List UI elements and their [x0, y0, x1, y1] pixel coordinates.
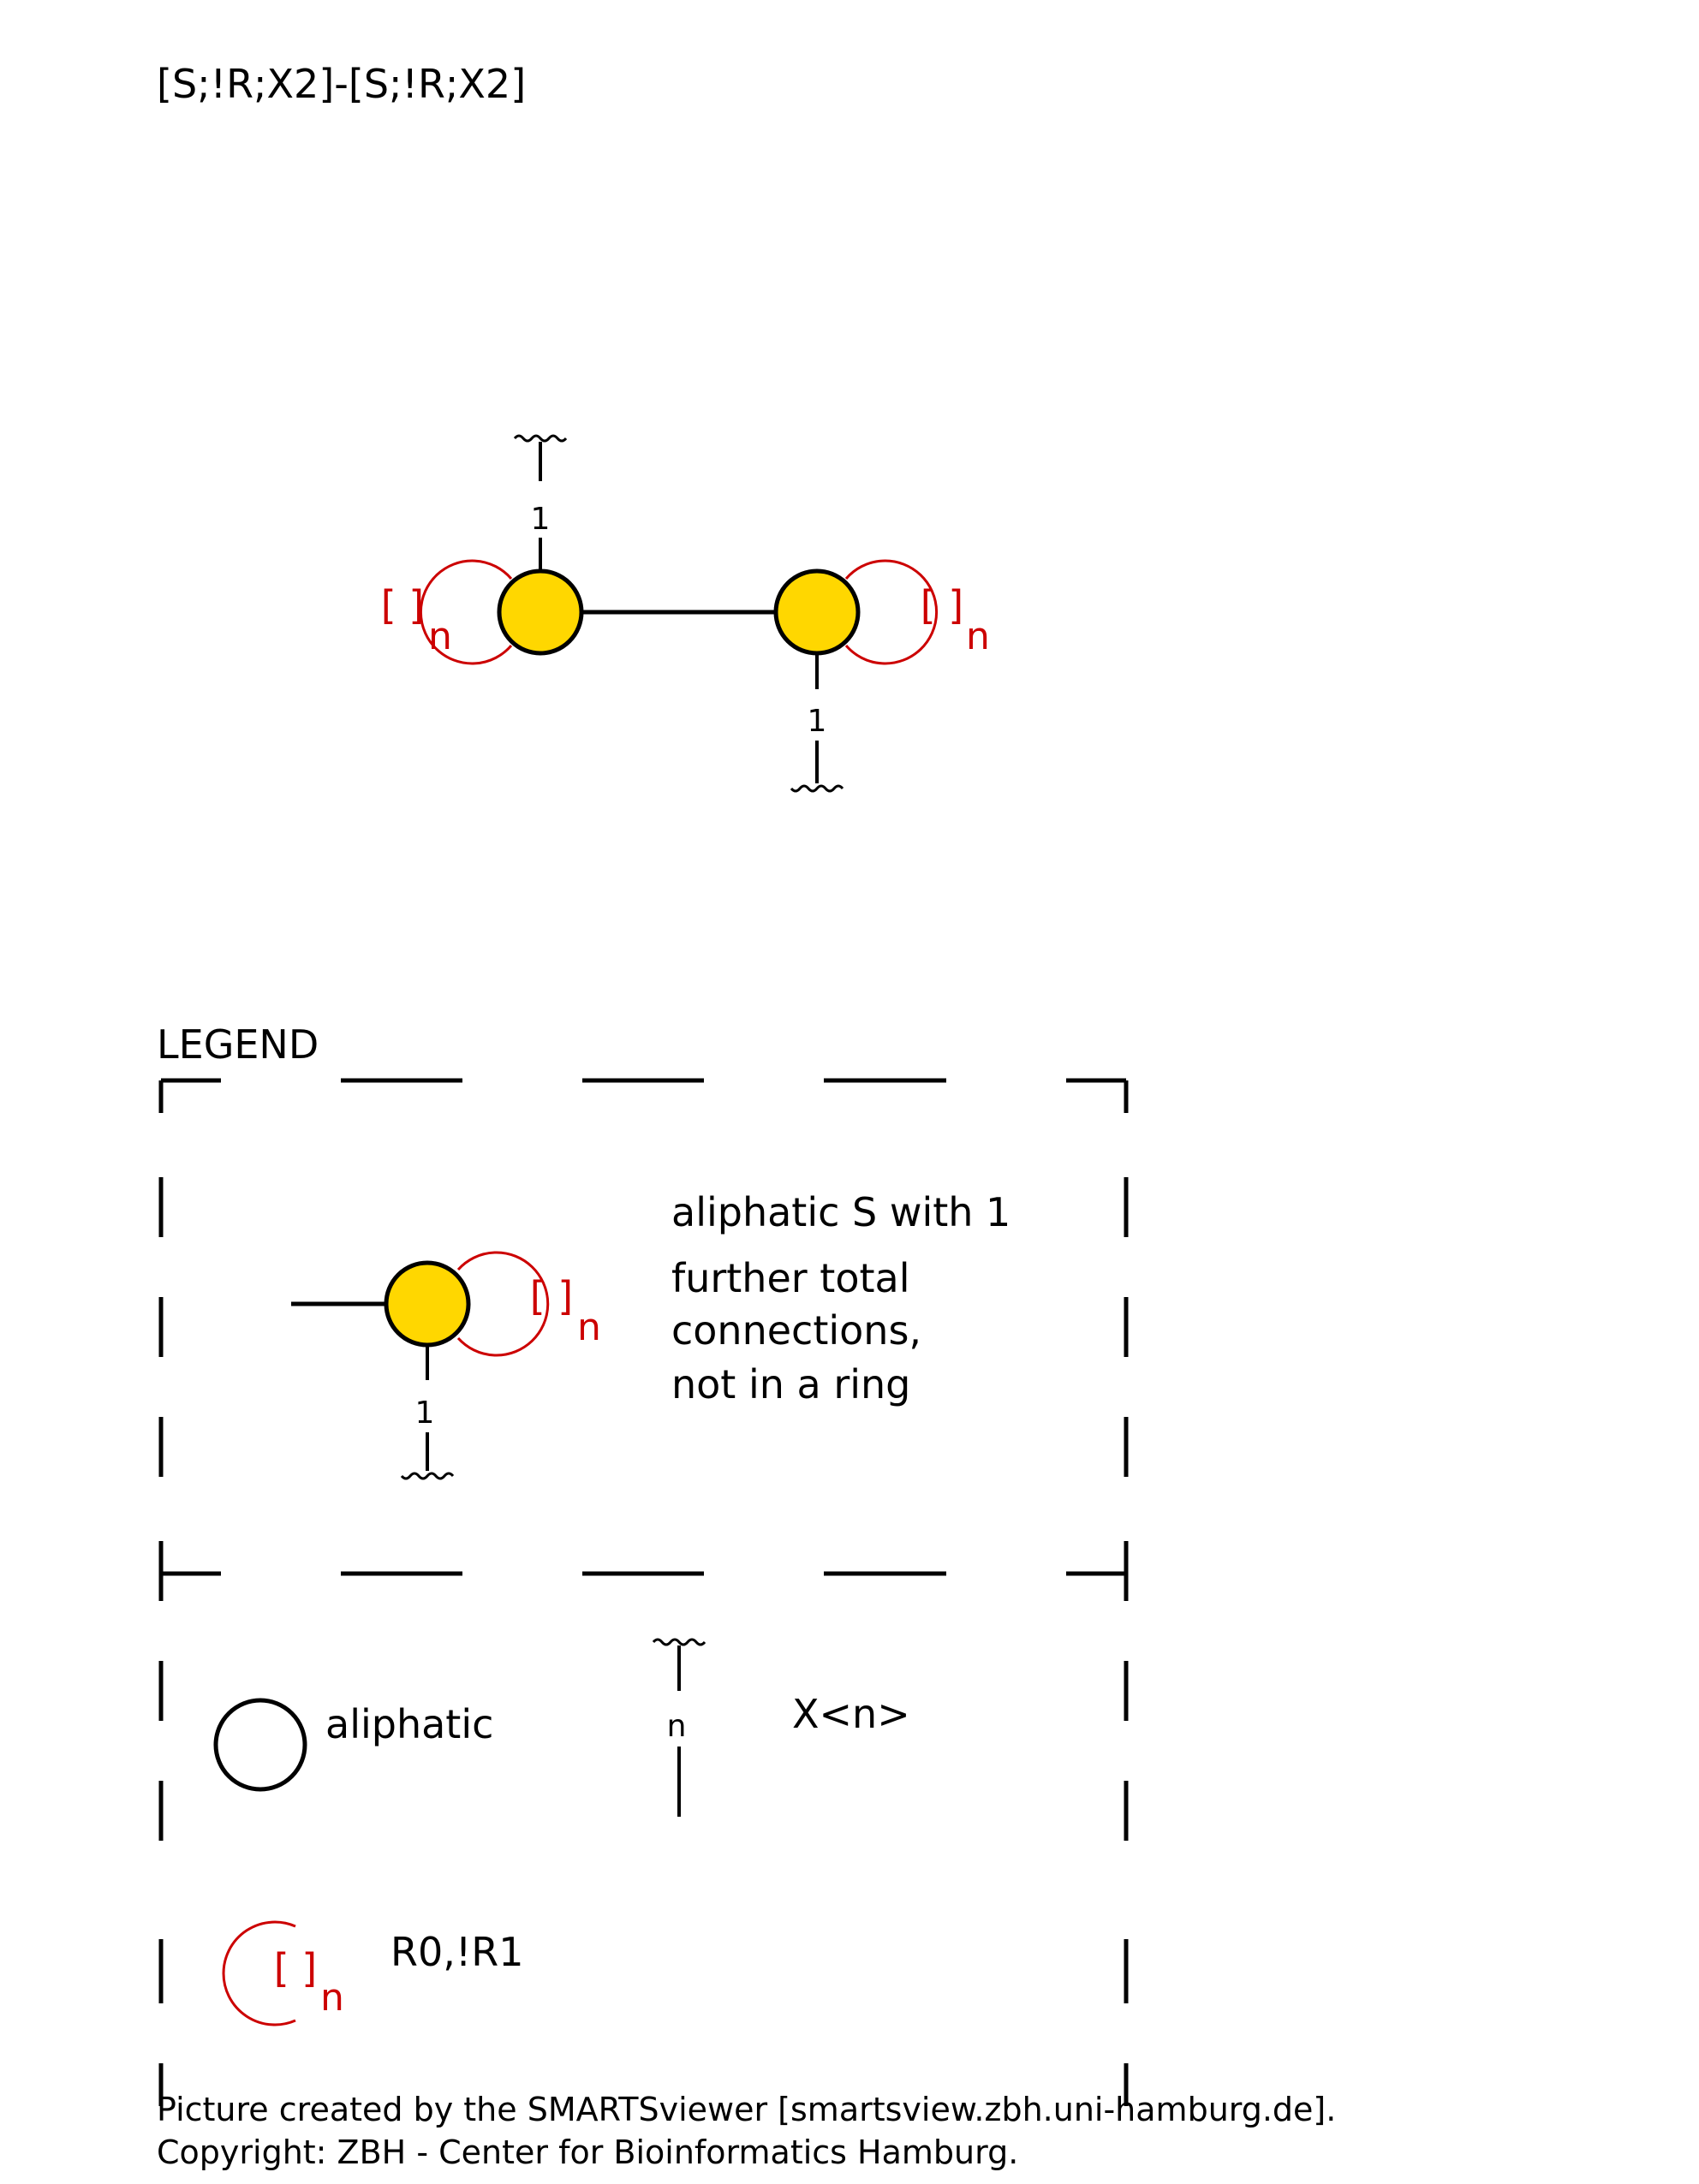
legend-ring-entry-subscript: n: [320, 1976, 344, 2020]
aliphatic-circle-icon: [213, 1698, 307, 1792]
footer-copyright: Copyright: ZBH - Center for Bioinformati…: [157, 2133, 1018, 2171]
legend-box: [158, 1078, 1129, 2106]
legend-ring-entry-bracket: [ ]: [274, 1945, 318, 1991]
legend-connection-count-label: 1: [415, 1395, 435, 1431]
ring-text: R0,!R1: [390, 1929, 524, 1975]
x-symbol-label: n: [667, 1709, 687, 1744]
ring-loop-left: [419, 559, 513, 665]
aliphatic-label: aliphatic: [325, 1701, 493, 1747]
connection-count-label-top: 1: [531, 502, 551, 537]
legend-description-line-4: not in a ring: [671, 1361, 910, 1407]
sulfur-atom-1: [497, 568, 584, 656]
legend-description-line-2: further total: [671, 1255, 909, 1301]
wavy-end-icon: [790, 784, 844, 793]
legend-atom-entry: [ ] n 1: [291, 1251, 601, 1480]
footer-credit: Picture created by the SMARTSviewer [sma…: [157, 2091, 1336, 2128]
ring-loop-legend: [456, 1251, 550, 1357]
legend-title: LEGEND: [157, 1021, 319, 1068]
wavy-end-icon: [513, 434, 568, 443]
legend-sulfur-atom: [384, 1260, 471, 1348]
smarts-string: [S;!R;X2]-[S;!R;X2]: [157, 61, 526, 107]
ring-subscript-right: n: [966, 615, 990, 658]
wavy-end-icon: [400, 1472, 455, 1480]
legend-description-line-3: connections,: [671, 1307, 921, 1354]
sulfur-atom-2: [773, 568, 861, 656]
ring-loop-legend-icon: [222, 1920, 296, 2026]
ring-bracket-right: [ ]: [921, 582, 964, 628]
legend-ring-bracket: [ ]: [530, 1273, 574, 1319]
ring-loop-right: [844, 559, 939, 665]
ring-bracket-left: [ ]: [381, 582, 425, 628]
legend-description-line-1: aliphatic S with 1: [671, 1189, 1010, 1235]
molecule-diagram: 1 [ ] n [ ] n 1: [381, 434, 990, 793]
x-text: X<n>: [792, 1691, 910, 1737]
wavy-end-icon: [652, 1638, 706, 1646]
ring-subscript-left: n: [428, 615, 452, 658]
legend-ring-subscript: n: [577, 1306, 601, 1349]
connection-count-label-bottom: 1: [808, 704, 827, 739]
